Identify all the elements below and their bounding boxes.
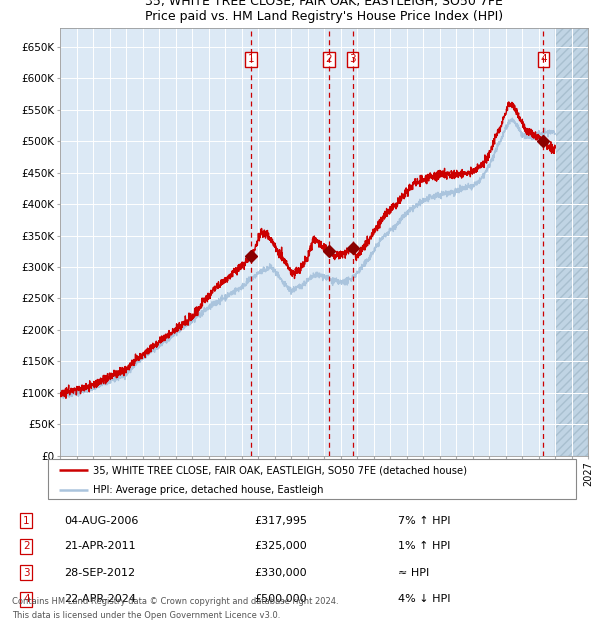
Text: £330,000: £330,000 xyxy=(254,568,307,578)
Text: 1: 1 xyxy=(23,516,30,526)
Text: 3: 3 xyxy=(23,568,30,578)
Text: 35, WHITE TREE CLOSE, FAIR OAK, EASTLEIGH, SO50 7FE (detached house): 35, WHITE TREE CLOSE, FAIR OAK, EASTLEIG… xyxy=(93,465,467,475)
Text: £500,000: £500,000 xyxy=(254,594,307,604)
Text: 1% ↑ HPI: 1% ↑ HPI xyxy=(398,541,450,551)
Text: 4: 4 xyxy=(23,594,30,604)
Text: 2: 2 xyxy=(23,541,30,551)
Text: 3: 3 xyxy=(349,55,356,64)
Text: HPI: Average price, detached house, Eastleigh: HPI: Average price, detached house, East… xyxy=(93,485,323,495)
Text: ≈ HPI: ≈ HPI xyxy=(398,568,429,578)
Text: 28-SEP-2012: 28-SEP-2012 xyxy=(64,568,135,578)
Title: 35, WHITE TREE CLOSE, FAIR OAK, EASTLEIGH, SO50 7FE
Price paid vs. HM Land Regis: 35, WHITE TREE CLOSE, FAIR OAK, EASTLEIG… xyxy=(145,0,503,22)
Text: 21-APR-2011: 21-APR-2011 xyxy=(64,541,136,551)
Text: 4: 4 xyxy=(540,55,547,64)
Text: Contains HM Land Registry data © Crown copyright and database right 2024.: Contains HM Land Registry data © Crown c… xyxy=(12,597,338,606)
Text: 2: 2 xyxy=(326,55,332,64)
Text: £317,995: £317,995 xyxy=(254,516,307,526)
Bar xyxy=(555,28,588,456)
FancyBboxPatch shape xyxy=(48,459,576,499)
Text: £325,000: £325,000 xyxy=(254,541,307,551)
Text: 4% ↓ HPI: 4% ↓ HPI xyxy=(398,594,451,604)
Text: 1: 1 xyxy=(248,55,254,64)
Text: 7% ↑ HPI: 7% ↑ HPI xyxy=(398,516,451,526)
Text: 22-APR-2024: 22-APR-2024 xyxy=(64,594,136,604)
Text: 04-AUG-2006: 04-AUG-2006 xyxy=(64,516,138,526)
Text: This data is licensed under the Open Government Licence v3.0.: This data is licensed under the Open Gov… xyxy=(12,611,280,619)
